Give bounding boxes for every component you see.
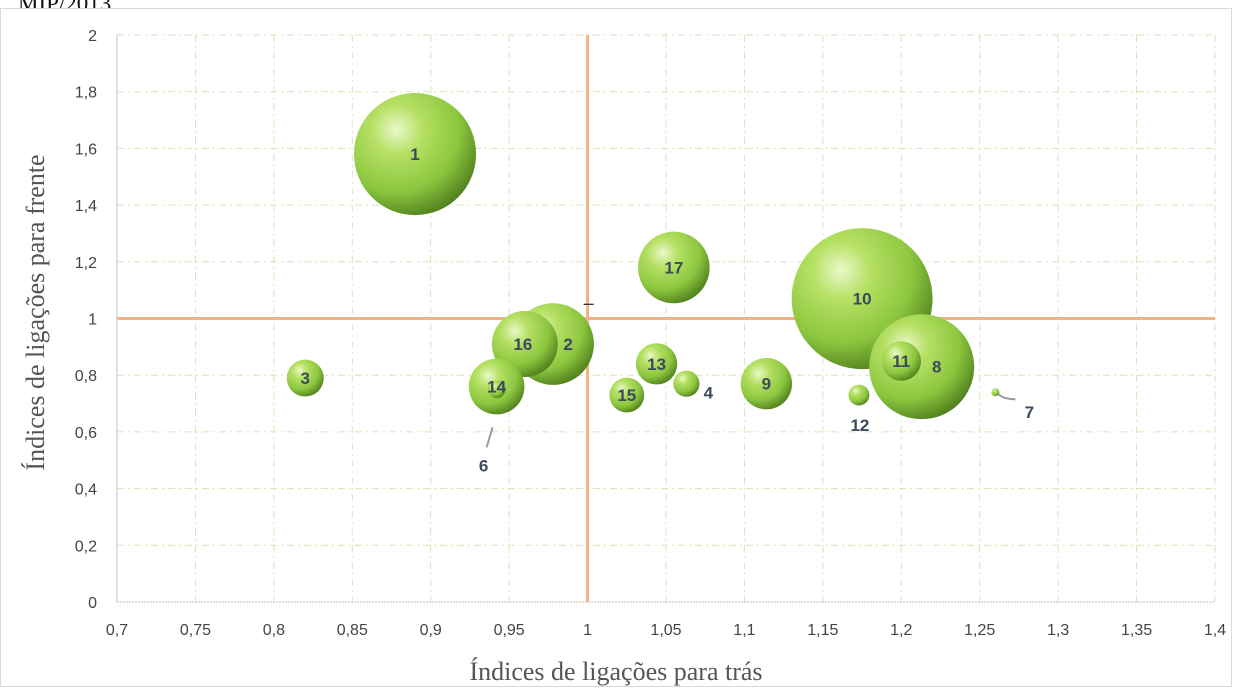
bubble-4 xyxy=(673,370,700,397)
leader-line xyxy=(997,393,1016,401)
x-tick-label: 0,75 xyxy=(180,622,211,639)
bubble-6 xyxy=(487,380,506,399)
bubble-label-8: 8 xyxy=(932,358,941,377)
bubble-chart: 0,7 0,75 0,8 0,85 0,9 0,95 1 1,05 1,1 1,15 1,2 1,25… xyxy=(21,28,1226,686)
y-tick-label: 1,4 xyxy=(75,198,97,215)
x-tick-label: 1,05 xyxy=(650,622,681,639)
bubble-label-6: 6 xyxy=(479,456,488,475)
y-tick-label: 0,4 xyxy=(75,482,97,499)
x-tick-label: 1 xyxy=(583,622,592,639)
bubble-9 xyxy=(740,358,793,410)
y-tick-label: 1,6 xyxy=(75,141,97,158)
bubble-1 xyxy=(353,93,477,216)
bubble-label-9: 9 xyxy=(762,375,771,394)
x-axis-title: Índices de ligações para trás xyxy=(469,657,762,686)
bubble-3 xyxy=(286,359,324,397)
x-tick-label: 1,1 xyxy=(733,622,755,639)
bubble-label-7: 7 xyxy=(1025,403,1034,422)
bubble-label-13: 13 xyxy=(647,355,666,374)
axes: 0,7 0,75 0,8 0,85 0,9 0,95 1 1,05 1,1 1,15 1,2 1,25… xyxy=(75,28,1226,639)
bubble-label-3: 3 xyxy=(300,369,309,388)
y-tick-label: 0,2 xyxy=(75,538,97,555)
y-tick-label: 1 xyxy=(88,312,97,329)
x-tick-label: 0,7 xyxy=(106,622,128,639)
x-tick-label: 0,85 xyxy=(337,622,368,639)
y-tick-label: 2 xyxy=(88,28,97,45)
x-tick-label: 0,8 xyxy=(263,622,285,639)
y-tick-label: 1,2 xyxy=(75,255,97,272)
bubble-label-14: 14 xyxy=(487,378,506,397)
x-tick-label: 1,2 xyxy=(890,622,912,639)
bubble-8 xyxy=(869,314,975,420)
bubble-7 xyxy=(991,388,1000,397)
y-tick-label: 0,6 xyxy=(75,425,97,442)
x-tick-label: 0,9 xyxy=(420,622,442,639)
x-tick-label: 1,4 xyxy=(1204,622,1226,639)
x-tick-label: 0,95 xyxy=(494,622,525,639)
bubble-label-12: 12 xyxy=(850,416,869,435)
bubbles xyxy=(286,93,1000,420)
reference-lines xyxy=(117,35,1215,602)
bubble-label-17: 17 xyxy=(664,258,683,277)
leader-line xyxy=(485,427,494,448)
x-tick-label: 1,3 xyxy=(1047,622,1069,639)
bubble-label-1: 1 xyxy=(410,145,419,164)
bubble-17 xyxy=(638,231,710,304)
x-tick-label: 1,35 xyxy=(1121,622,1152,639)
bubble-15 xyxy=(609,377,645,413)
bubble-label-15: 15 xyxy=(617,386,636,405)
bubble-label-11: 11 xyxy=(892,352,910,371)
y-tick-label: 0 xyxy=(88,595,97,612)
bubble-label-10: 10 xyxy=(853,290,872,309)
bubble-12 xyxy=(848,384,870,406)
bubble-label-2: 2 xyxy=(563,335,572,354)
bubble-16 xyxy=(491,311,558,377)
chart-frame: 0,7 0,75 0,8 0,85 0,9 0,95 1 1,05 1,1 1,15 1,2 1,25… xyxy=(0,8,1232,687)
bubble-11 xyxy=(881,341,921,381)
bubble-label-4: 4 xyxy=(704,384,714,403)
bubble-13 xyxy=(635,343,678,385)
y-tick-label: 1,8 xyxy=(75,85,97,102)
y-tick-label: 0,8 xyxy=(75,368,97,385)
x-tick-label: 1,25 xyxy=(964,622,995,639)
bubble-label-16: 16 xyxy=(513,335,532,354)
y-axis-title: Índices de ligações para frente xyxy=(21,154,50,470)
x-tick-label: 1,15 xyxy=(807,622,838,639)
